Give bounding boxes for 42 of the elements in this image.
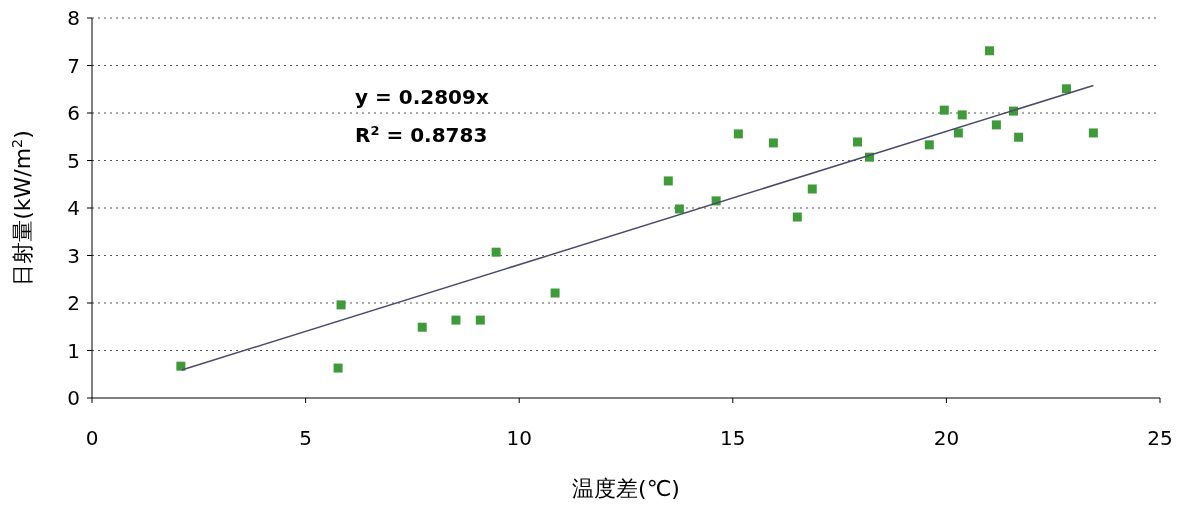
annotation: R$^{2}$ = 0.8783 [355, 122, 488, 147]
y-tick-label: 3 [67, 243, 80, 268]
x-tick-label: 5 [299, 426, 312, 450]
point [853, 137, 863, 147]
x-tick-label: 20 [933, 426, 960, 450]
point [491, 247, 501, 257]
y-tick-label: 5 [67, 148, 80, 173]
y-tick-label: 4 [67, 196, 80, 220]
point [417, 322, 427, 332]
point [674, 204, 684, 214]
x-axis-title: 温度差(℃) [572, 476, 680, 501]
point [807, 184, 817, 194]
point [336, 300, 346, 310]
point [550, 288, 560, 298]
point [663, 176, 673, 186]
annotation: y = 0.2809x [355, 85, 489, 109]
point [953, 128, 963, 138]
point [333, 363, 343, 373]
y-tick-label: 1 [67, 338, 80, 363]
y-tick-label: 6 [67, 101, 80, 125]
point [176, 361, 186, 371]
x-tick-label: 25 [1147, 426, 1173, 450]
point [1014, 132, 1024, 142]
point [733, 129, 743, 139]
point [924, 140, 934, 150]
x-tick-label: 15 [720, 426, 746, 450]
x-tick-label: 10 [506, 426, 532, 450]
y-tick-label: 2 [67, 291, 80, 315]
point [957, 110, 967, 120]
y-tick-label: 0 [67, 386, 80, 410]
point [768, 138, 778, 148]
x-tick-label: 0 [85, 426, 99, 450]
point [985, 46, 995, 56]
point [1061, 84, 1071, 94]
point [939, 105, 949, 115]
point [792, 212, 802, 222]
point [991, 120, 1001, 130]
point [475, 315, 485, 325]
y-tick-label: 8 [67, 6, 80, 30]
y-tick-label: 7 [67, 53, 80, 78]
point [451, 315, 461, 325]
point [1088, 128, 1098, 138]
